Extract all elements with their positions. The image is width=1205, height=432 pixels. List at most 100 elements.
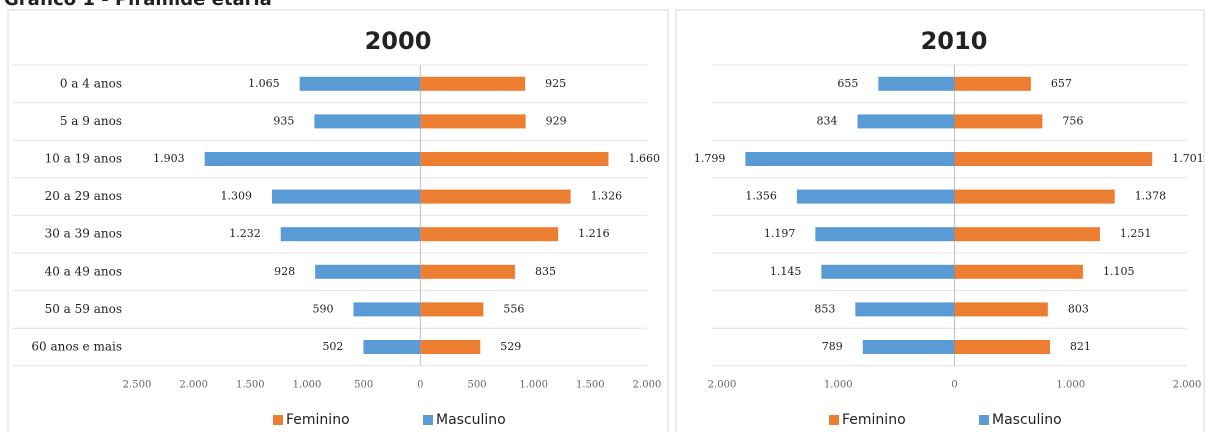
- bar: [315, 264, 421, 279]
- data-label: 929: [546, 114, 567, 127]
- data-label: 803: [1068, 302, 1089, 315]
- category-label: 50 a 59 anos: [45, 302, 122, 316]
- x-tick-label: 2.500: [123, 380, 152, 391]
- data-label: 590: [312, 302, 333, 315]
- category-label: 10 a 19 anos: [45, 152, 122, 166]
- bar: [821, 264, 955, 279]
- bar: [954, 152, 1153, 166]
- panel: [675, 9, 1205, 432]
- bar: [954, 189, 1115, 204]
- data-label: 853: [814, 302, 835, 315]
- chart-title: 2010: [921, 27, 988, 55]
- data-label: 835: [535, 265, 556, 278]
- data-label: 789: [822, 340, 843, 353]
- data-label: 529: [500, 340, 521, 353]
- x-tick-label: 2.000: [708, 380, 737, 391]
- x-tick-label: 2.000: [633, 380, 662, 391]
- x-tick-label: 1.000: [519, 380, 548, 391]
- bar: [353, 302, 421, 317]
- data-label: 1.701: [1172, 152, 1204, 165]
- bar: [420, 152, 609, 166]
- bar: [954, 76, 1031, 91]
- category-label: 30 a 39 anos: [45, 227, 122, 241]
- bar: [271, 189, 421, 204]
- page-title: Gráfico 1 - Pirâmide etária: [4, 0, 272, 10]
- bar: [280, 227, 421, 242]
- x-tick-label: 1.000: [824, 380, 853, 391]
- panel: [7, 9, 669, 432]
- data-label: 1.251: [1120, 227, 1152, 240]
- bar: [954, 264, 1083, 279]
- bar: [420, 227, 559, 242]
- bar: [420, 264, 515, 279]
- x-tick-label: 2.000: [179, 380, 208, 391]
- category-label: 20 a 29 anos: [45, 189, 122, 203]
- data-label: 1.065: [248, 77, 280, 90]
- data-label: 1.232: [229, 227, 261, 240]
- bar: [878, 76, 955, 91]
- bar: [420, 340, 481, 354]
- data-label: 1.378: [1135, 190, 1167, 203]
- data-label: 935: [273, 114, 294, 127]
- data-label: 1.660: [628, 152, 660, 165]
- x-tick-label: 0: [951, 380, 957, 391]
- legend-swatch: [273, 415, 283, 425]
- data-label: 1.105: [1103, 265, 1135, 278]
- data-label: 1.799: [694, 152, 726, 165]
- legend-swatch: [979, 415, 989, 425]
- data-label: 556: [503, 302, 524, 315]
- data-label: 1.216: [578, 227, 610, 240]
- bar: [314, 114, 421, 129]
- bar: [420, 302, 484, 317]
- legend-swatch: [829, 415, 839, 425]
- category-label: 5 a 9 anos: [60, 114, 122, 128]
- data-label: 655: [837, 77, 858, 90]
- data-label: 502: [322, 340, 343, 353]
- x-tick-label: 1.000: [1056, 380, 1085, 391]
- bar: [954, 114, 1043, 129]
- bar: [815, 227, 955, 242]
- chart-title: 2000: [365, 27, 432, 55]
- legend-label: Masculino: [436, 412, 506, 428]
- bar: [954, 340, 1050, 354]
- category-label: 40 a 49 anos: [45, 264, 122, 278]
- bar: [954, 302, 1048, 317]
- bar: [855, 302, 955, 317]
- category-label: 60 anos e mais: [31, 340, 122, 354]
- bar: [954, 227, 1100, 242]
- data-label: 1.356: [745, 190, 777, 203]
- x-tick-label: 1.500: [576, 380, 605, 391]
- x-tick-label: 500: [354, 380, 373, 391]
- bar: [204, 152, 421, 166]
- x-tick-label: 0: [417, 380, 423, 391]
- bar: [796, 189, 955, 204]
- data-label: 1.145: [770, 265, 802, 278]
- category-label: 0 a 4 anos: [60, 76, 122, 90]
- data-label: 834: [817, 114, 838, 127]
- x-tick-label: 500: [467, 380, 486, 391]
- bar: [420, 114, 526, 129]
- bar: [363, 340, 421, 354]
- data-label: 756: [1062, 114, 1083, 127]
- data-label: 821: [1070, 340, 1091, 353]
- bar: [299, 76, 421, 91]
- bar: [862, 340, 955, 354]
- bar: [420, 189, 571, 204]
- bar: [420, 76, 526, 91]
- legend-label: Masculino: [992, 412, 1062, 428]
- data-label: 1.903: [153, 152, 185, 165]
- x-tick-label: 1.000: [293, 380, 322, 391]
- data-label: 1.326: [591, 190, 623, 203]
- legend-label: Feminino: [286, 412, 350, 428]
- x-tick-label: 1.500: [236, 380, 265, 391]
- data-label: 1.197: [764, 227, 796, 240]
- bar: [857, 114, 955, 129]
- legend-swatch: [423, 415, 433, 425]
- data-label: 1.309: [220, 190, 252, 203]
- data-label: 928: [274, 265, 295, 278]
- bar: [745, 152, 955, 166]
- data-label: 657: [1051, 77, 1072, 90]
- legend-label: Feminino: [842, 412, 906, 428]
